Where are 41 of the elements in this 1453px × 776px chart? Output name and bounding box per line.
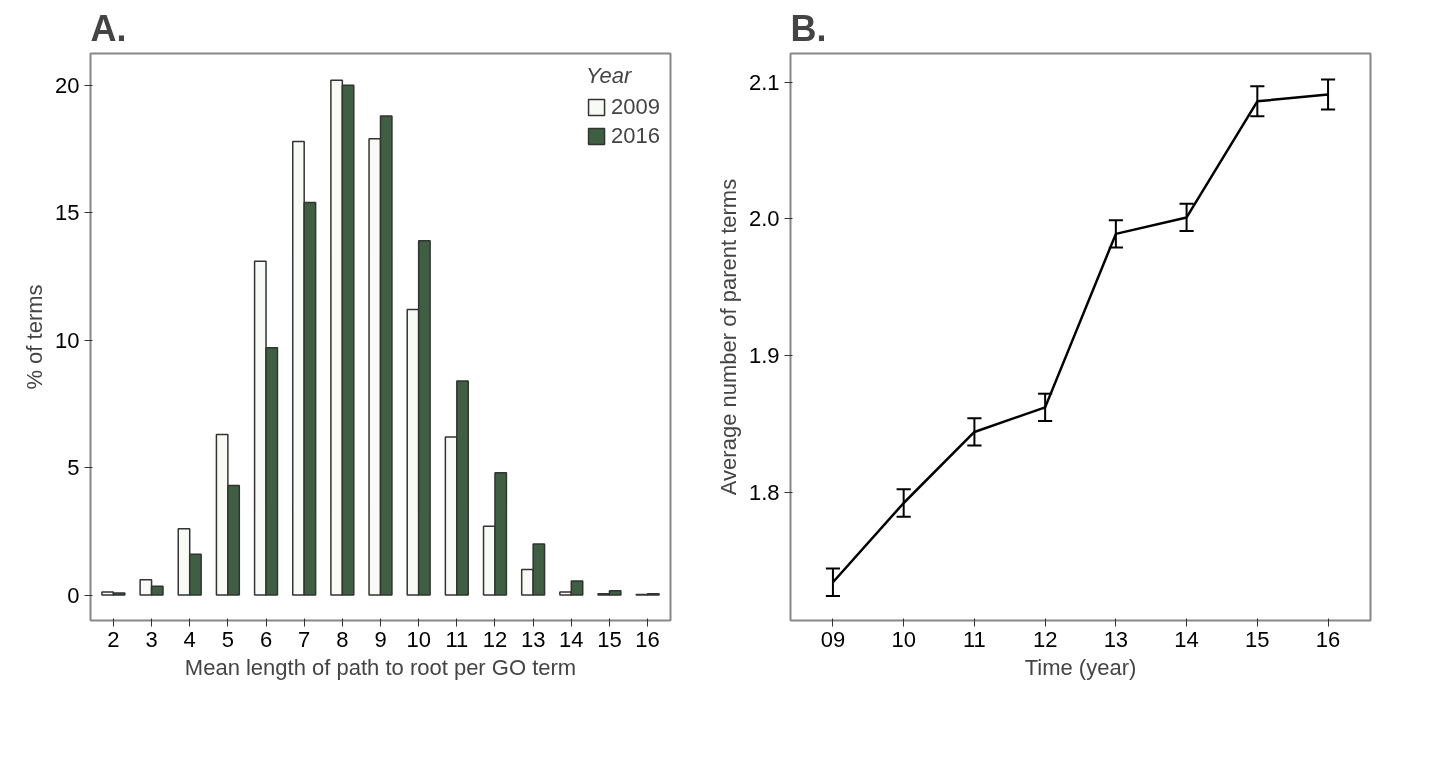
chart-title: A. [90, 7, 127, 49]
x-tick-label: 4 [183, 626, 196, 652]
y-axis-title: % of terms [22, 284, 48, 390]
x-tick-label: 13 [1103, 626, 1129, 652]
y-tick-label: 10 [55, 327, 80, 353]
x-tick-label: 13 [520, 626, 546, 652]
y-tick-label: 2.0 [748, 206, 780, 232]
x-tick-label: 11 [962, 626, 986, 652]
x-tick-label: 16 [635, 626, 660, 652]
x-tick-label: 14 [559, 626, 584, 652]
x-tick-label: 5 [221, 626, 234, 652]
x-tick-label: 2 [107, 626, 120, 652]
x-tick-label: 15 [597, 626, 622, 652]
y-tick-label: 1.9 [748, 342, 780, 368]
x-tick-label: 15 [1245, 626, 1270, 652]
x-axis-title: Time (year) [1024, 654, 1137, 680]
legend-label: 2009 [611, 94, 660, 120]
y-tick-label: 5 [67, 455, 80, 481]
legend-label: 2016 [611, 123, 660, 149]
legend-title: Year [586, 63, 633, 89]
y-tick-label: 2.1 [748, 69, 780, 95]
x-tick-label: 11 [445, 626, 469, 652]
y-tick-label: 15 [55, 200, 80, 226]
x-tick-label: 09 [820, 626, 846, 652]
y-tick-label: 0 [67, 582, 80, 608]
x-axis-title: Mean length of path to root per GO term [184, 654, 577, 680]
x-tick-label: 12 [482, 626, 508, 652]
y-tick-label: 20 [55, 72, 80, 98]
x-tick-label: 10 [406, 626, 431, 652]
x-tick-label: 9 [374, 626, 387, 652]
chart-title: B. [790, 7, 827, 49]
x-tick-label: 3 [145, 626, 158, 652]
x-tick-label: 10 [891, 626, 916, 652]
x-tick-label: 8 [336, 626, 349, 652]
x-tick-label: 6 [259, 626, 273, 652]
x-tick-label: 7 [298, 626, 311, 652]
x-tick-label: 14 [1174, 626, 1199, 652]
x-tick-label: 12 [1032, 626, 1058, 652]
x-tick-label: 16 [1315, 626, 1341, 652]
y-tick-label: 1.8 [748, 479, 780, 505]
y-axis-title: Average number of parent terms [715, 178, 741, 496]
